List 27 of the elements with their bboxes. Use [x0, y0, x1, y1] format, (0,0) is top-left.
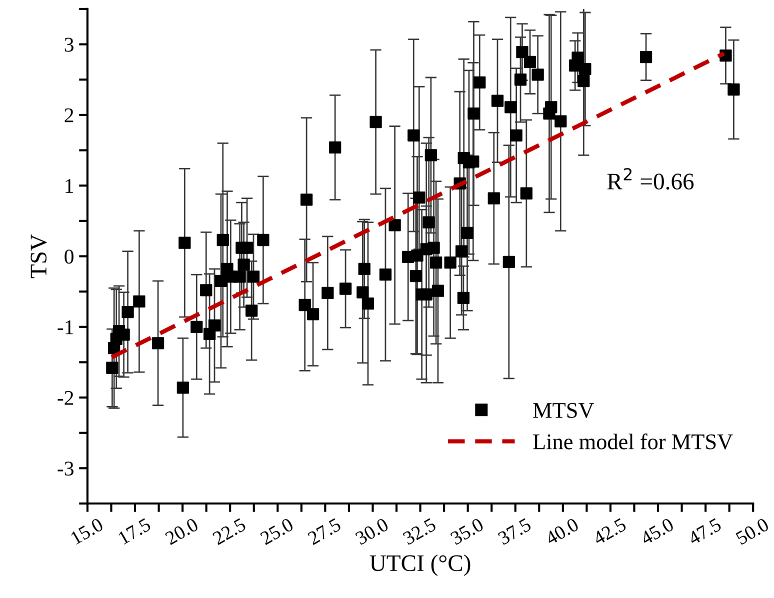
y-tick-label: 1: [66, 179, 74, 193]
y-tick-label: 3: [64, 38, 74, 52]
x-tick-label: 42.5: [592, 518, 628, 546]
x-tick-label: 35.0: [450, 518, 484, 546]
x-tick-label: 22.5: [212, 518, 247, 546]
x-tick-label: 15.0: [70, 518, 104, 545]
legend-label: Line model for MTSV: [533, 433, 733, 450]
y-tick-label: -3: [58, 462, 74, 476]
y-tick-label: 2: [64, 108, 74, 122]
x-tick-label: 47.5: [687, 518, 722, 546]
y-axis-title: TSV: [30, 234, 47, 278]
y-tick-label: -1: [58, 320, 74, 334]
x-tick-label: 17.5: [118, 518, 152, 545]
x-axis-title: UTCI (°C): [370, 554, 470, 576]
y-tick-label: 0: [64, 250, 74, 264]
legend-label: MTSV: [533, 402, 594, 418]
x-tick-label: 25.0: [260, 518, 294, 546]
x-tick-label: 30.0: [354, 518, 390, 546]
y-tick-label: -2: [58, 390, 74, 405]
x-tick-label: 27.5: [307, 518, 342, 546]
x-tick-label: 32.5: [402, 518, 437, 546]
annotation: R$^{2}$ =0.66: [607, 168, 694, 190]
x-tick-label: 45.0: [639, 518, 675, 546]
x-tick-label: 20.0: [164, 518, 200, 546]
x-tick-label: 40.0: [544, 518, 580, 546]
x-tick-label: 50.0: [735, 518, 770, 546]
x-tick-label: 37.5: [497, 518, 532, 546]
